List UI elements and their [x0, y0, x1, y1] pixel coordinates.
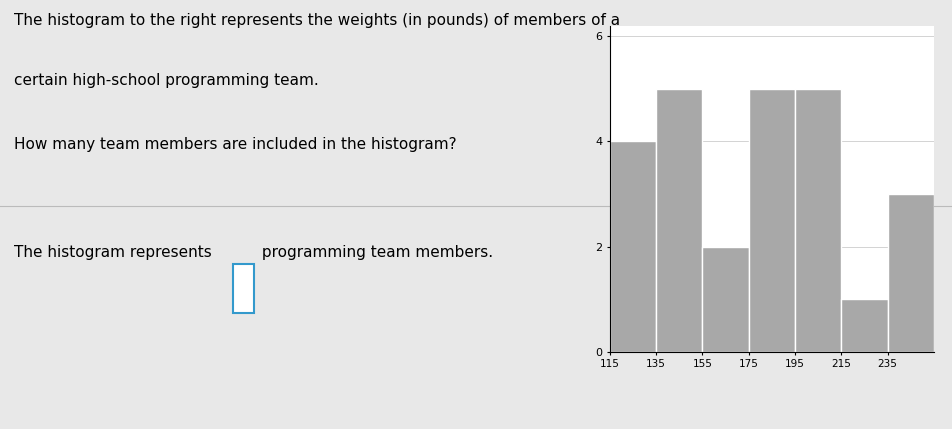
Text: The histogram to the right represents the weights (in pounds) of members of a: The histogram to the right represents th…: [14, 13, 620, 28]
Bar: [748, 89, 794, 352]
Ellipse shape: [621, 205, 674, 237]
Text: programming team members.: programming team members.: [257, 245, 493, 260]
Bar: [702, 247, 748, 352]
Text: ···: ···: [642, 214, 653, 227]
Text: How many team members are included in the histogram?: How many team members are included in th…: [14, 137, 456, 152]
Bar: [841, 299, 886, 352]
Bar: [656, 89, 702, 352]
Bar: [886, 194, 933, 352]
FancyBboxPatch shape: [233, 264, 254, 313]
Bar: [609, 142, 656, 352]
Text: certain high-school programming team.: certain high-school programming team.: [14, 73, 319, 88]
Text: The histogram represents: The histogram represents: [14, 245, 217, 260]
Bar: [794, 89, 841, 352]
